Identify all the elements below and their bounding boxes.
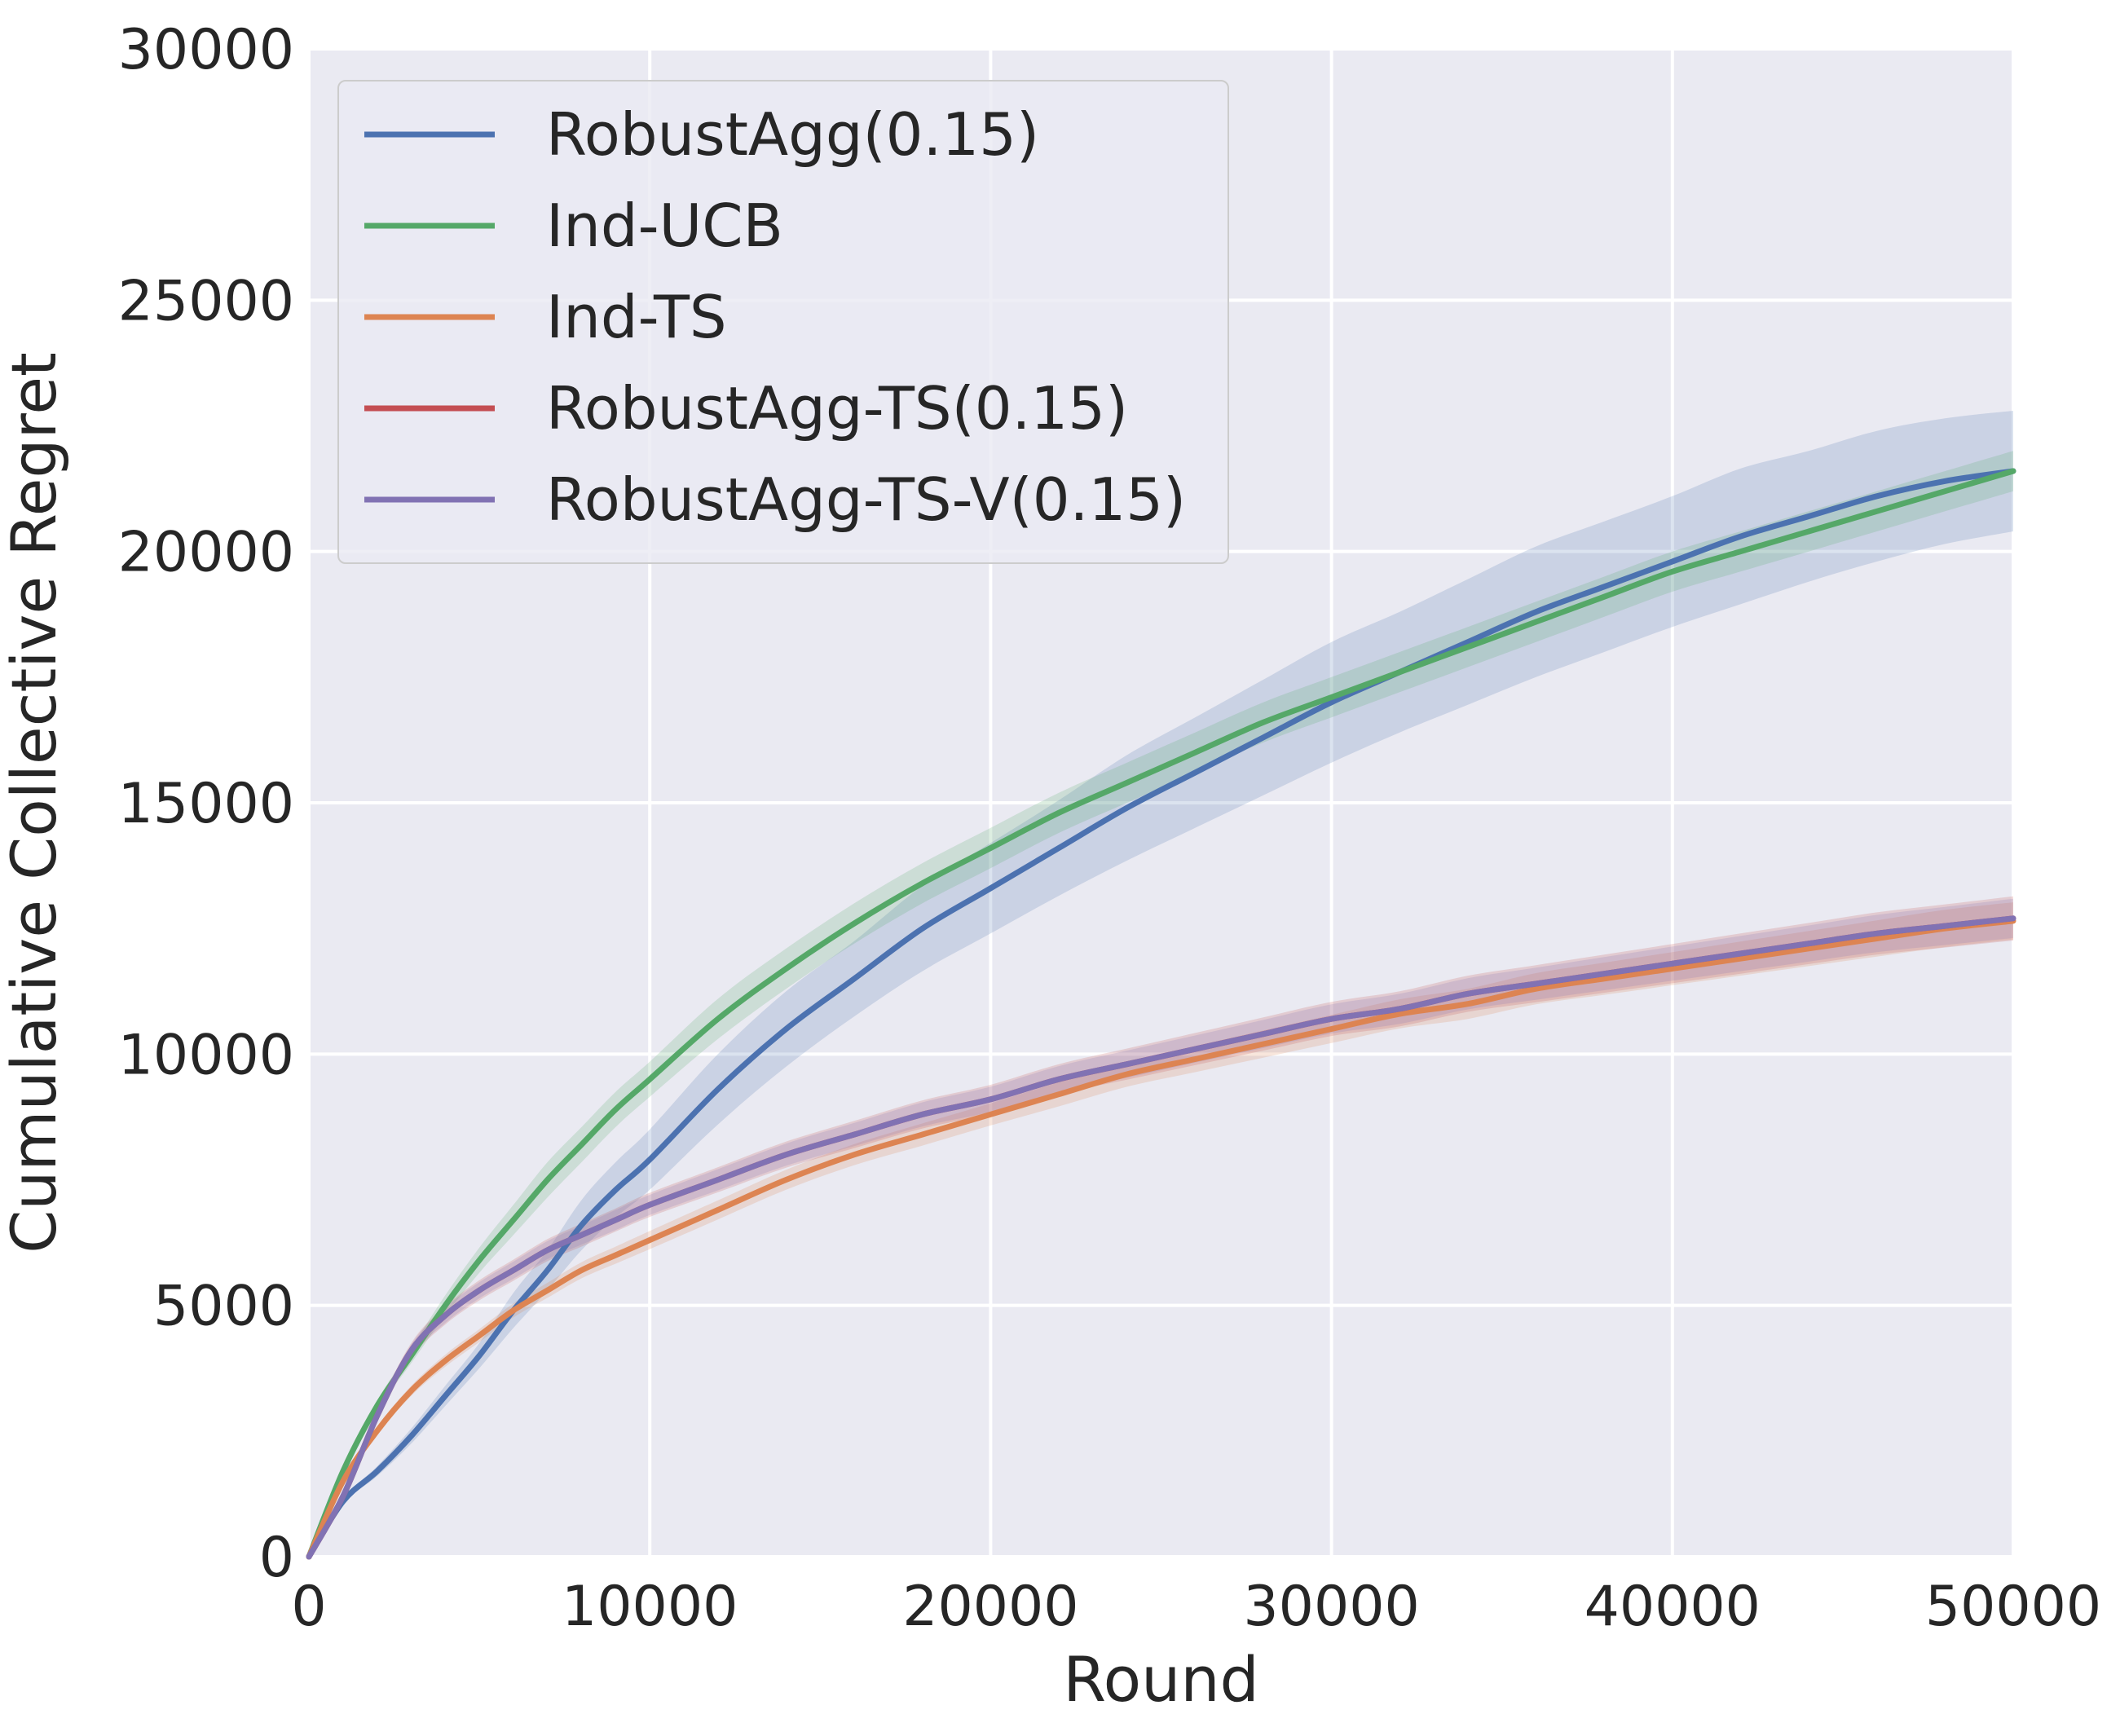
legend-label-3: RobustAgg-TS(0.15) xyxy=(546,374,1128,443)
legend-label-1: Ind-UCB xyxy=(546,192,783,260)
series-line-1 xyxy=(306,468,2016,1560)
y-tick-label: 5000 xyxy=(153,1275,294,1339)
series-line-4 xyxy=(306,915,2016,1560)
x-tick-label: 30000 xyxy=(1243,1575,1419,1639)
x-tick-label: 0 xyxy=(291,1575,326,1639)
confidence-bands xyxy=(309,411,2013,1557)
legend-label-0: RobustAgg(0.15) xyxy=(546,100,1039,169)
x-tick-labels: 0 10000 20000 30000 40000 50000 xyxy=(291,1575,2101,1639)
y-tick-label: 20000 xyxy=(118,521,294,585)
legend-label-2: Ind-TS xyxy=(546,283,727,351)
x-tick-label: 50000 xyxy=(1925,1575,2101,1639)
x-tick-label: 20000 xyxy=(902,1575,1078,1639)
series-lines xyxy=(306,468,2016,1560)
y-tick-label: 30000 xyxy=(118,18,294,82)
y-axis-title: Cumulative Collective Regret xyxy=(0,352,70,1254)
series-line-2 xyxy=(306,918,2016,1560)
legend-box xyxy=(337,80,1229,564)
y-tick-labels: 0 5000 10000 15000 20000 25000 30000 xyxy=(118,18,294,1590)
y-tick-label: 10000 xyxy=(118,1023,294,1087)
y-tick-label: 0 xyxy=(259,1526,294,1590)
y-tick-label: 25000 xyxy=(118,269,294,333)
confidence-band-0 xyxy=(309,411,2013,1557)
x-tick-label: 10000 xyxy=(562,1575,738,1639)
series-line-0 xyxy=(306,468,2016,1560)
legend-label-4: RobustAgg-TS-V(0.15) xyxy=(546,465,1186,534)
y-tick-label: 15000 xyxy=(118,772,294,836)
x-tick-label: 40000 xyxy=(1584,1575,1761,1639)
x-axis-title: Round xyxy=(1063,1643,1258,1716)
legend: RobustAgg(0.15) Ind-UCB Ind-TS RobustAgg-TS… xyxy=(337,80,1229,564)
